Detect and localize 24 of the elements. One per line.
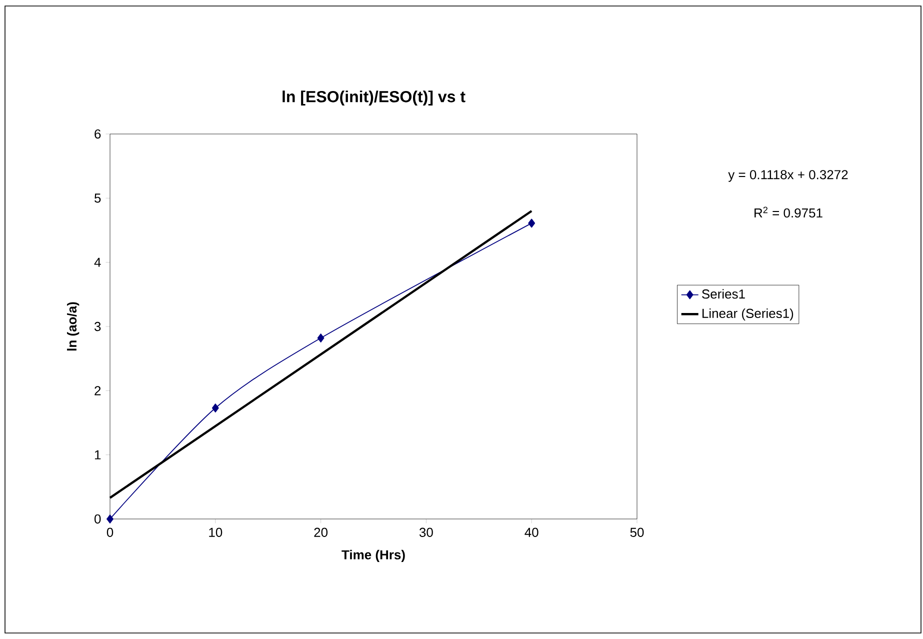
text: R$^{2}$ = 0.9751 [754, 206, 822, 218]
x-axis-title: Time (Hrs) [342, 550, 405, 562]
point [106, 514, 114, 524]
point [317, 334, 324, 342]
legend-label: Linear (Series1) [702, 308, 794, 321]
y-tick-label: 5 [94, 194, 101, 203]
point [528, 218, 536, 228]
x-tick-label: 20 [314, 528, 328, 537]
text: y = 0.1118x + 0.3272 [728, 170, 848, 182]
y-tick-label: 2 [94, 386, 101, 396]
legend-label: Series1 [702, 289, 745, 299]
y-tick-label: 6 [94, 129, 101, 139]
x-tick-label: 50 [630, 528, 644, 537]
y-tick-label: 3 [94, 322, 101, 332]
chart-title: ln [ESO(init)/ESO(t)] vs t [282, 90, 466, 106]
x-tick-label: 30 [419, 528, 433, 537]
y-tick-label: 0 [94, 514, 101, 524]
x-tick-label: 10 [209, 528, 222, 537]
y-axis-title: ln (ao/a) [67, 302, 80, 350]
point [212, 404, 219, 412]
x-tick-label: 0 [106, 528, 114, 537]
y-tick-label: 4 [94, 258, 101, 267]
y-tick-label: 1 [94, 450, 101, 460]
x-tick-label: 40 [524, 528, 538, 537]
